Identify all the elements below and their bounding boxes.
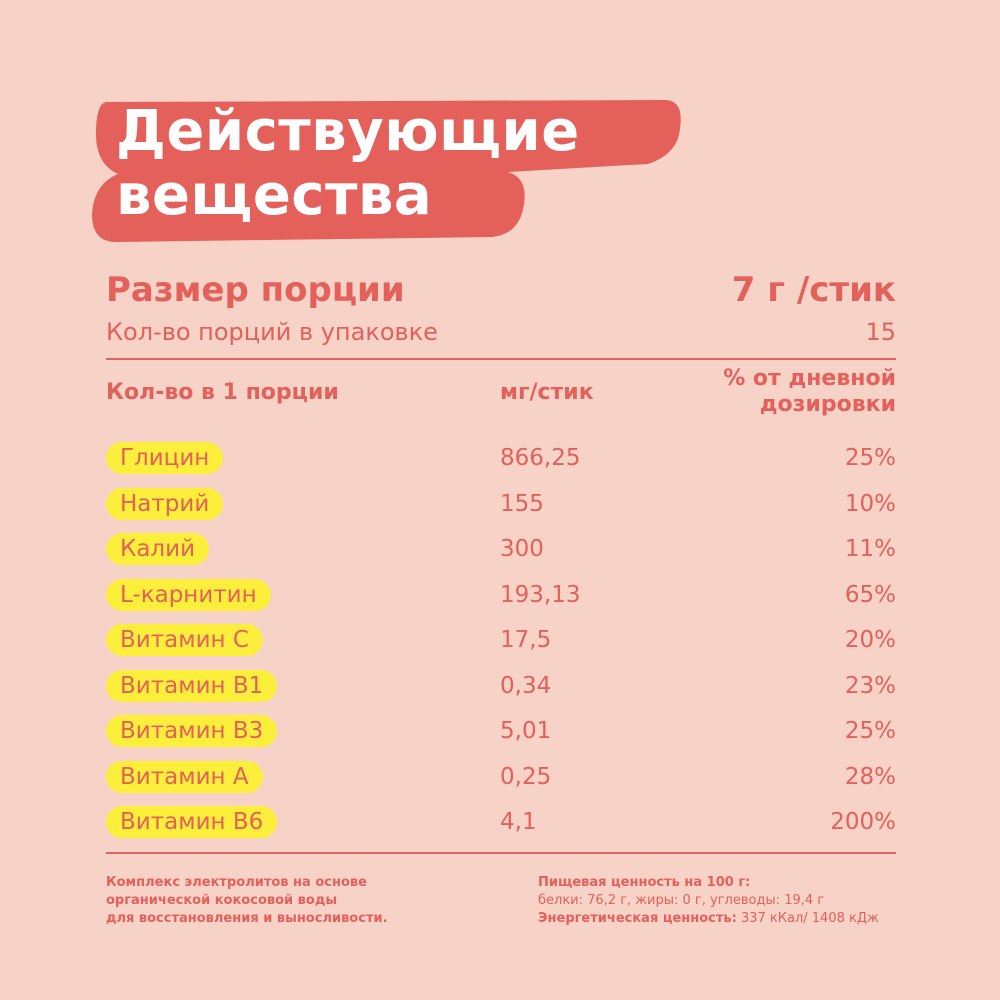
nutrient-name: Витамин А <box>106 760 263 793</box>
description-line2: органической кокосовой воды <box>106 893 338 908</box>
nutrient-name: Витамин В1 <box>106 669 278 702</box>
header-amount-per-serving: Кол-во в 1 порции <box>106 380 339 405</box>
nutrient-percent: 25% <box>844 718 896 744</box>
nutrient-percent: 20% <box>844 627 896 653</box>
nutrition-macros: белки: 76,2 г, жиры: 0 г, углеводы: 19,4… <box>538 893 825 908</box>
product-description: Комплекс электролитов на основе органиче… <box>106 874 466 928</box>
nutrient-percent: 11% <box>844 536 896 562</box>
nutrient-mg: 300 <box>500 536 544 562</box>
table-row: Калий 300 11% <box>106 529 896 575</box>
nutrient-table: Глицин 866,25 25% Натрий 155 10% Калий 3… <box>106 438 896 848</box>
nutrient-name: Витамин В3 <box>106 715 278 747</box>
serving-size-value: 7 г /стик <box>731 270 896 310</box>
description-line1: Комплекс электролитов на основе <box>106 875 367 890</box>
nutrient-mg: 5,01 <box>500 718 552 744</box>
description-line3: для восстановления и выносливости. <box>106 911 388 926</box>
nutrition-heading: Пищевая ценность на 100 г: <box>538 875 751 890</box>
table-row: Витамин В3 5,01 25% <box>106 711 896 757</box>
table-row: Витамин А 0,25 28% <box>106 757 896 803</box>
table-header: Кол-во в 1 порции мг/стик % от дневной д… <box>106 366 896 420</box>
nutrient-name: Витамин В6 <box>106 806 278 838</box>
header-mg-per-stick: мг/стик <box>500 380 594 405</box>
nutrient-mg: 17,5 <box>500 627 552 653</box>
divider-top <box>106 358 896 360</box>
table-row: Витамин С 17,5 20% <box>106 620 896 666</box>
title-blob-shape <box>92 100 681 242</box>
energy-label: Энергетическая ценность: <box>538 911 737 926</box>
energy-value: 337 кКал/ 1408 кДж <box>740 911 879 926</box>
nutrient-percent: 28% <box>844 763 896 790</box>
divider-bottom <box>106 852 896 854</box>
nutrition-facts: Пищевая ценность на 100 г: белки: 76,2 г… <box>538 874 898 928</box>
nutrient-percent: 25% <box>844 445 896 471</box>
nutrient-name: Витамин С <box>106 624 263 656</box>
table-row: Глицин 866,25 25% <box>106 438 896 484</box>
nutrition-energy: Энергетическая ценность: 337 кКал/ 1408 … <box>538 910 898 928</box>
nutrient-name: Натрий <box>106 487 224 520</box>
nutrient-mg: 193,13 <box>500 581 581 608</box>
page-title-line2: вещества <box>116 163 433 228</box>
nutrient-name: Калий <box>106 533 210 565</box>
header-daily-value-percent: % от дневной дозировки <box>723 366 896 417</box>
page-title: Действующие вещества <box>116 100 580 228</box>
table-row: Витамин В1 0,34 23% <box>106 666 896 712</box>
serving-count-row: Кол-во порций в упаковке 15 <box>106 318 896 346</box>
title-blob <box>88 92 688 242</box>
nutrient-name: L-карнитин <box>106 578 271 611</box>
page-title-line1: Действующие <box>116 99 580 164</box>
nutrient-mg: 866,25 <box>500 445 581 471</box>
nutrient-percent: 23% <box>844 672 896 699</box>
nutrient-mg: 155 <box>500 490 544 517</box>
table-row: L-карнитин 193,13 65% <box>106 575 896 621</box>
serving-count-value: 15 <box>865 318 896 346</box>
nutrient-name: Глицин <box>106 442 224 474</box>
nutrient-mg: 4,1 <box>500 809 537 835</box>
nutrient-percent: 10% <box>844 490 896 517</box>
table-row: Витамин В6 4,1 200% <box>106 802 896 848</box>
serving-count-label: Кол-во порций в упаковке <box>106 318 438 346</box>
nutrient-mg: 0,25 <box>500 763 552 790</box>
nutrient-mg: 0,34 <box>500 672 552 699</box>
table-row: Натрий 155 10% <box>106 484 896 530</box>
serving-size-label: Размер порции <box>106 270 405 310</box>
nutrient-percent: 65% <box>844 581 896 608</box>
nutrient-percent: 200% <box>830 809 896 835</box>
serving-size-row: Размер порции 7 г /стик <box>106 270 896 310</box>
